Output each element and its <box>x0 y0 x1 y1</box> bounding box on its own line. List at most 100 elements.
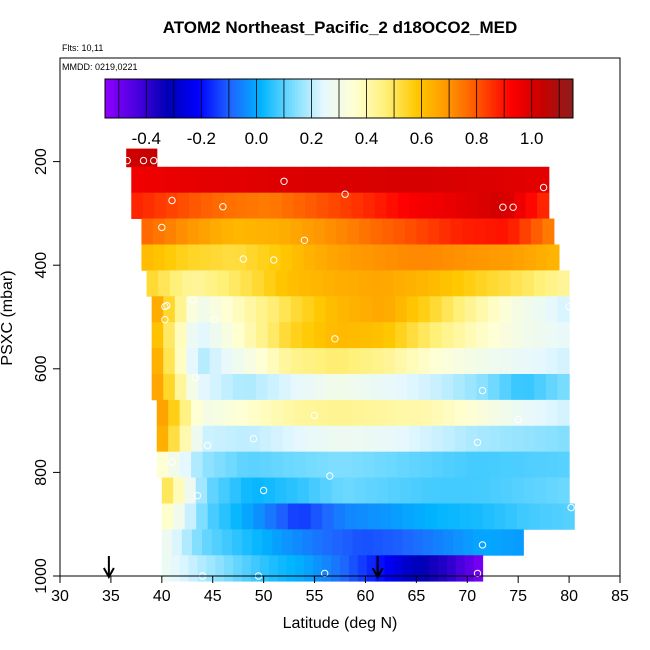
heatmap-cell <box>244 348 257 375</box>
y-tick-label: 1000 <box>33 558 50 594</box>
heatmap-cell <box>385 399 398 427</box>
heatmap-cell <box>421 192 434 219</box>
heatmap-cell <box>316 192 330 219</box>
heatmap-cell <box>205 270 218 297</box>
heatmap-cell <box>374 425 387 453</box>
heatmap-cell <box>351 451 364 478</box>
sample-point <box>331 335 339 343</box>
heatmap-cell <box>448 503 461 530</box>
heatmap-cell <box>212 166 225 194</box>
heatmap-cell <box>393 218 406 245</box>
heatmap-cell <box>209 296 222 323</box>
heatmap-cell <box>224 192 237 219</box>
heatmap-cell <box>360 296 373 323</box>
heatmap-cell <box>404 218 417 245</box>
heatmap-cell <box>267 218 280 245</box>
colorbar-segment <box>220 79 224 118</box>
heatmap-cell <box>328 192 341 219</box>
heatmap-cell <box>374 451 387 478</box>
colorbar-tick-label: -0.2 <box>187 129 216 148</box>
sample-point <box>478 386 487 395</box>
y-tick-label: 600 <box>33 355 50 382</box>
heatmap-cell <box>202 451 215 478</box>
heatmap-cell <box>176 244 189 271</box>
heatmap-cell <box>546 425 559 453</box>
heatmap-cell <box>232 348 246 375</box>
heatmap-cell <box>476 322 489 349</box>
sample-point <box>259 486 268 495</box>
heatmap-cell <box>557 425 570 453</box>
heatmap-cell <box>149 148 152 168</box>
heatmap-cell <box>267 322 280 349</box>
heatmap-cell <box>302 348 315 375</box>
heatmap-cell <box>161 555 172 582</box>
heatmap-cell <box>365 477 378 504</box>
colorbar-segment <box>380 79 384 118</box>
heatmap-cell <box>351 166 364 194</box>
heatmap-cell <box>454 244 467 271</box>
heatmap-cell <box>302 322 315 349</box>
heatmap-cell <box>557 477 570 504</box>
colorbar-segment <box>143 79 147 118</box>
x-tick-label: 30 <box>51 588 69 605</box>
colorbar-segment <box>171 79 175 118</box>
y-tick-label: 800 <box>33 459 50 486</box>
heatmap-cell <box>374 399 387 427</box>
heatmap-cell <box>410 477 423 504</box>
heatmap-cell <box>282 425 295 453</box>
heatmap-cell <box>499 348 512 375</box>
colorbar-segment <box>504 79 508 118</box>
heatmap-cell <box>214 425 227 453</box>
heatmap-cell <box>551 503 564 530</box>
heatmap-cell <box>409 166 422 194</box>
heatmap-cell <box>513 192 527 219</box>
y-axis: 200 400 600 800 1000 <box>33 148 61 594</box>
sample-point <box>567 503 575 512</box>
heatmap-cell <box>429 348 443 375</box>
heatmap-cell <box>282 451 295 478</box>
heatmap-cell <box>191 451 204 478</box>
heatmap-cell <box>232 296 246 323</box>
heatmap-cell <box>420 425 433 453</box>
colorbar-segment <box>127 79 131 118</box>
x-axis-label: Latitude (deg N) <box>282 615 398 632</box>
colorbar-segment <box>173 79 178 118</box>
heatmap-cell <box>525 166 538 194</box>
heatmap-cell <box>396 244 409 271</box>
heatmap-cell <box>290 296 303 323</box>
heatmap-cell <box>210 218 223 245</box>
heatmap-cell <box>222 244 235 271</box>
heatmap-cell <box>168 425 181 453</box>
heatmap-cell <box>534 399 547 427</box>
heatmap-cell <box>441 373 454 401</box>
heatmap-cell <box>292 244 305 271</box>
heatmap-cell <box>282 192 295 219</box>
colorbar-tick-label: 0.8 <box>465 129 489 148</box>
heatmap-cell <box>502 192 515 219</box>
heatmap-cell <box>523 451 536 478</box>
colorbar-segment <box>424 79 428 118</box>
colorbar-segment <box>292 79 296 118</box>
heatmap-cell <box>494 503 507 530</box>
colorbar-segment <box>195 79 200 118</box>
heatmap-cell <box>177 166 190 194</box>
colorbar-segment <box>289 79 293 118</box>
heatmap-cell <box>511 425 524 453</box>
heatmap-cell <box>508 218 521 245</box>
colorbar-segment <box>212 79 216 118</box>
colorbar-segment <box>248 79 252 118</box>
colorbar-segment <box>520 79 524 118</box>
colorbar-frame <box>104 78 574 119</box>
colorbar-segment <box>297 79 301 118</box>
heatmap-cell <box>303 244 316 271</box>
heatmap-cell <box>290 218 303 245</box>
heatmap-cell <box>513 529 524 556</box>
heatmap-cell <box>173 477 186 504</box>
heatmap-cell <box>522 373 535 401</box>
heatmap-cell <box>252 529 263 556</box>
heatmap-cell <box>439 218 452 245</box>
heatmap-cell <box>337 322 350 349</box>
heatmap-cell <box>248 451 261 478</box>
heatmap-cell <box>235 192 248 219</box>
heatmap-cell <box>228 270 242 297</box>
